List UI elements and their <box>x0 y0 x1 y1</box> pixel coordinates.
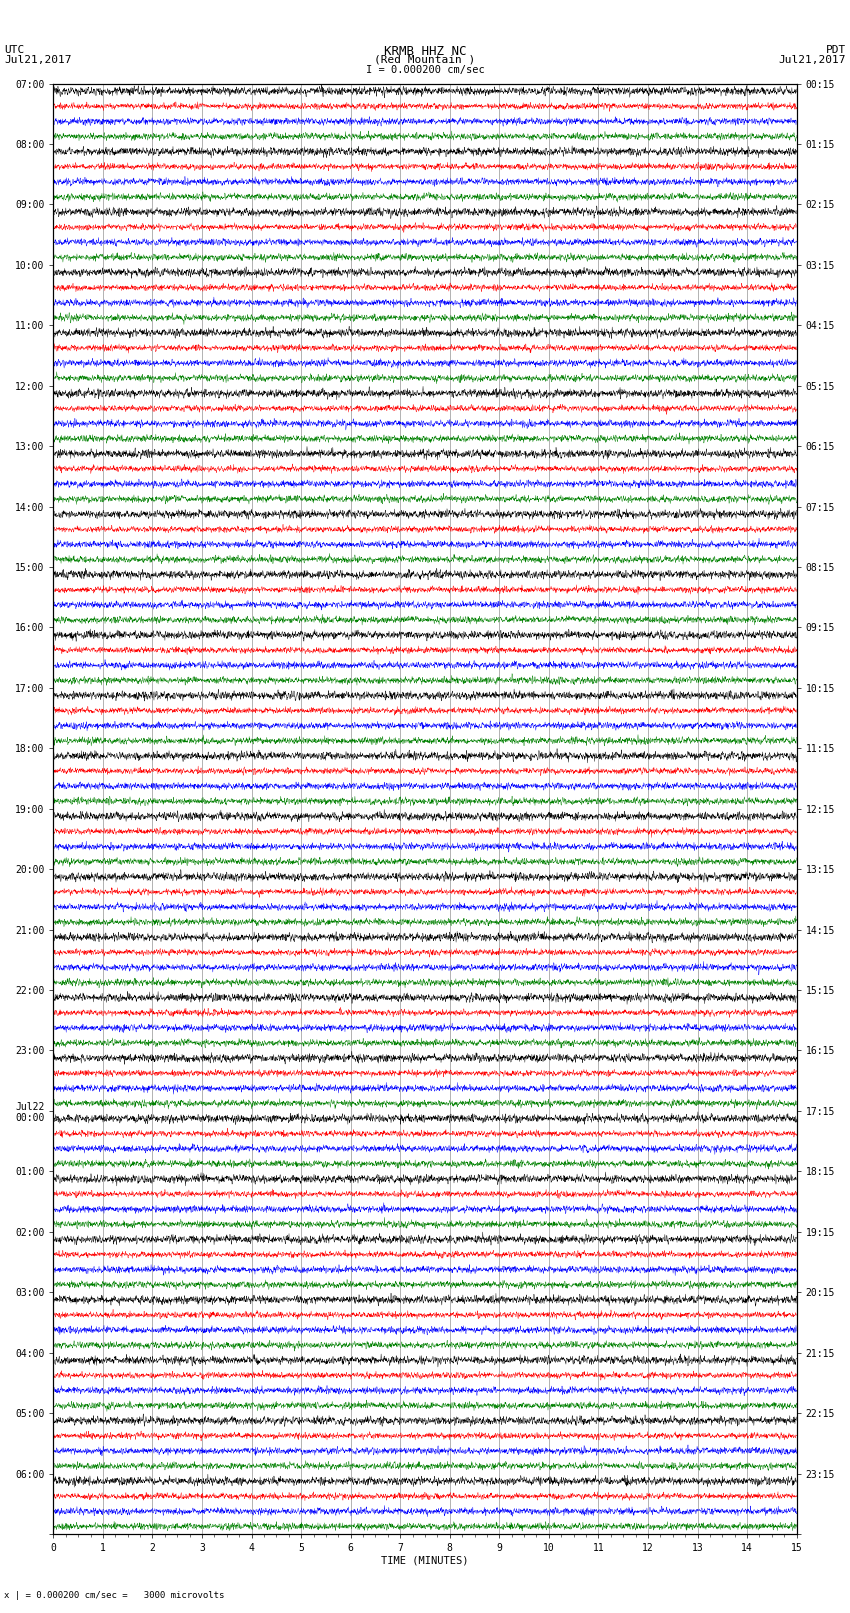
X-axis label: TIME (MINUTES): TIME (MINUTES) <box>382 1557 468 1566</box>
Text: PDT: PDT <box>825 45 846 55</box>
Text: KRMB HHZ NC: KRMB HHZ NC <box>383 45 467 58</box>
Text: Jul21,2017: Jul21,2017 <box>779 55 846 65</box>
Text: (Red Mountain ): (Red Mountain ) <box>374 55 476 65</box>
Text: I = 0.000200 cm/sec: I = 0.000200 cm/sec <box>366 65 484 74</box>
Text: x | = 0.000200 cm/sec =   3000 microvolts: x | = 0.000200 cm/sec = 3000 microvolts <box>4 1590 224 1600</box>
Text: Jul21,2017: Jul21,2017 <box>4 55 71 65</box>
Text: UTC: UTC <box>4 45 25 55</box>
